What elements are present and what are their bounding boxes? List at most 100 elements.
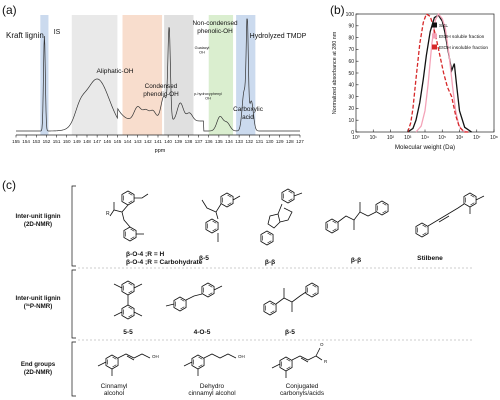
y-tick-label: 0 (351, 130, 354, 136)
caption-4-o-5: 4-O-5 (194, 329, 211, 336)
y-tick-label: 20 (348, 106, 354, 112)
y-tick-label: 80 (348, 35, 354, 41)
panel-b-chart: 0 10 20 30 40 50 60 70 80 90 100 10⁰ 10¹ 10² 10³ 10⁴ 10… (332, 12, 498, 151)
group-bracket-1 (71, 185, 76, 267)
x-tick-label: 138 (185, 139, 193, 144)
x-tick-label: 141 (154, 139, 162, 144)
y-tick-label: 100 (346, 12, 355, 18)
region-label-carboxylic-acid: Carboxylic acid (233, 106, 264, 121)
series-line-3 (407, 13, 470, 133)
caption-conjugated-carbonyls: Conjugated carbonyls/acids (280, 383, 324, 397)
group-bracket-3 (71, 341, 76, 397)
legend-swatch (432, 33, 437, 39)
x-tick-label: 10³ (404, 135, 412, 141)
x-tick-label: 140 (164, 139, 172, 144)
panel-a-title: Kraft lignin (6, 31, 44, 40)
region-band-condensed-phenolic-oh (122, 15, 163, 135)
x-tick-label: 153 (32, 139, 40, 144)
group-bracket-2 (71, 269, 76, 339)
x-tick-label: 152 (43, 139, 51, 144)
x-tick-label: 10⁰ (352, 135, 360, 141)
legend-label: EtOH soluble fraction (439, 34, 485, 40)
atom-label-oh-2: OH (238, 354, 245, 359)
x-tick-label: 10⁴ (421, 135, 429, 141)
x-tick-label: 155 (12, 139, 20, 144)
x-tick-label: 10⁵ (438, 135, 446, 141)
y-tick-label: 10 (348, 118, 354, 124)
x-tick-label: 137 (195, 139, 203, 144)
x-tick-label: 135 (215, 139, 223, 144)
region-band-carboxylic-acid (208, 15, 234, 135)
x-tick-label: 149 (73, 139, 81, 144)
x-tick-label: 133 (235, 139, 243, 144)
legend-swatch (432, 22, 437, 28)
group-sub-2: (³¹P-NMR) (24, 303, 53, 310)
x-tick-label: 129 (276, 139, 284, 144)
structure-conjugated-carbonyls (271, 347, 323, 378)
x-tick-label: 10¹ (370, 135, 378, 141)
x-tick-label: 10⁷ (473, 135, 481, 141)
x-tick-label: 146 (103, 139, 111, 144)
structure-5-5 (113, 280, 143, 320)
legend-label: SKL (439, 23, 448, 29)
structure-beta-beta-1 (260, 188, 303, 246)
y-tick-label: 30 (348, 94, 354, 100)
region-band-aliphatic-oh (71, 15, 118, 135)
y-tick-label: 60 (348, 59, 354, 65)
x-tick-label: 144 (124, 139, 132, 144)
y-tick-label: 90 (348, 24, 354, 30)
x-tick-label: 145 (114, 139, 122, 144)
x-tick-label: 130 (266, 139, 274, 144)
x-tick-label: 131 (256, 139, 264, 144)
caption-beta-5: β-5 (199, 255, 209, 262)
panel-a-x-label: ppm (155, 148, 166, 154)
structure-beta-5 (201, 192, 241, 242)
caption-cinnamyl-alcohol: Cinnamyl alcohol (101, 383, 128, 397)
x-tick-label: 143 (134, 139, 142, 144)
group-sub-1: (2D-NMR) (24, 221, 52, 228)
panel-c-structures: Inter-unit lignin (2D-NMR) Inter-unit li… (15, 185, 485, 397)
x-tick-label: 128 (286, 139, 294, 144)
y-tick-label: 40 (348, 83, 354, 89)
x-tick-label: 127 (296, 139, 304, 144)
x-tick-label: 132 (245, 139, 253, 144)
atom-label-oh-1: OH (152, 354, 159, 359)
atom-label-r: R (324, 359, 328, 364)
caption-dehydro-cinnamyl-alcohol: Dehydro cinnamyl alcohol (188, 383, 235, 397)
group-label-3: End groups (21, 361, 56, 368)
region-band-is (40, 15, 49, 135)
region-label-noncondensed-phenolic-oh: Non-condensed phenolic-OH (192, 20, 238, 35)
region-label-condensed-phenolic-oh: Condensed phenolic-OH (143, 83, 179, 98)
caption-beta-o-4-h: β-O-4 ;R = H (126, 251, 165, 258)
caption-beta-5-p: β-5 (285, 329, 295, 336)
caption-beta-beta-2: β-β (351, 257, 361, 264)
panel-b-letter: (b) (330, 3, 345, 17)
caption-5-5: 5-5 (123, 329, 133, 336)
y-axis-label: Normalized absorbance at 280 nm (332, 31, 338, 114)
legend: SKL EtOH soluble fraction EtOH insoluble f… (432, 22, 488, 51)
y-tick-label: 70 (348, 47, 354, 53)
caption-beta-o-4-carbohydrate: β-O-4 ;R = Carbohydrate (126, 259, 203, 266)
plot-frame (355, 13, 495, 133)
legend-swatch (432, 44, 437, 50)
caption-stilbene: Stilbene (417, 255, 443, 262)
x-tick-label: 142 (144, 139, 152, 144)
x-tick-label: 154 (22, 139, 30, 144)
nmr-spectrum-trace (16, 18, 300, 132)
panel-a-letter: (a) (2, 3, 17, 17)
x-tick-label: 148 (83, 139, 91, 144)
x-tick-label: 10⁶ (456, 135, 464, 141)
group-sub-3: (2D-NMR) (24, 369, 52, 376)
x-tick-label: 10² (387, 135, 395, 141)
structure-beta-beta-2 (325, 200, 389, 234)
structure-beta-o-4 (109, 190, 149, 242)
region-band-noncondensed-phenolic-oh (164, 15, 194, 135)
peak-label-p-hydroxyphenyl-oh: p-hydroxyphenyl OH (194, 92, 222, 101)
region-label-is: IS (54, 29, 61, 36)
x-tick-label: 10⁸ (490, 135, 498, 141)
panel-a-spectrum: 155 154 153 152 151 150 149 148 147 146 145 144 143 1… (6, 15, 307, 154)
x-tick-label: 134 (225, 139, 233, 144)
panel-c-letter: (c) (2, 178, 16, 192)
caption-beta-beta-1: β-β (265, 259, 275, 266)
series-line-1 (407, 14, 472, 133)
